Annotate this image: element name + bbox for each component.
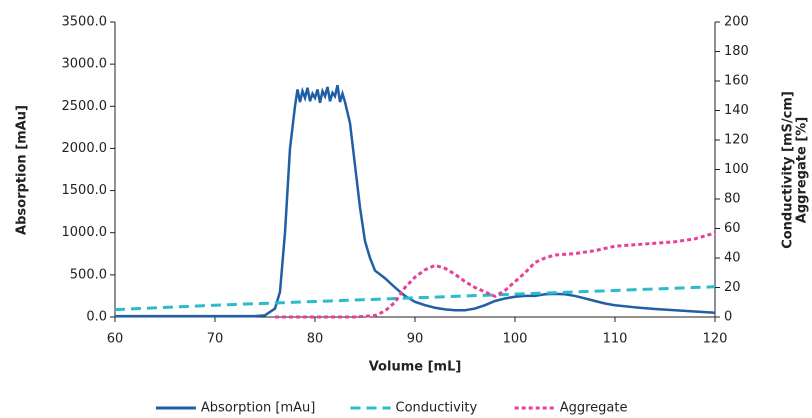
y-tick-label: 1500.0	[62, 183, 108, 198]
y-tick-label: 500.0	[70, 267, 107, 282]
legend-label: Aggregate	[560, 401, 628, 416]
y-tick-label: 1000.0	[62, 225, 108, 240]
x-tick-label: 80	[307, 332, 324, 347]
y-tick-label: 3500.0	[62, 15, 108, 30]
y2-tick-label: 0	[724, 310, 732, 325]
legend-label: Absorption [mAu]	[201, 401, 315, 416]
y-tick-label: 0.0	[86, 310, 107, 325]
x-tick-label: 100	[503, 332, 528, 347]
y2-tick-label: 120	[724, 133, 749, 148]
series-line	[115, 84, 716, 318]
y2-tick-label: 100	[724, 162, 749, 177]
y-axis-title: Absorption [mAu]	[15, 105, 30, 235]
x-tick-label: 90	[407, 332, 424, 347]
y2-tick-label: 20	[724, 280, 741, 295]
x-axis-title: Volume [mL]	[369, 360, 462, 375]
x-tick-label: 110	[603, 332, 628, 347]
y2-axis-title: Aggregate [%]	[795, 117, 810, 223]
x-tick-label: 60	[107, 332, 124, 347]
y-tick-label: 3000.0	[62, 57, 108, 72]
legend-label: Conductivity	[396, 401, 478, 416]
y2-tick-label: 160	[724, 74, 749, 89]
y2-tick-label: 60	[724, 221, 741, 236]
series-line	[114, 285, 716, 312]
y2-axis-title: Conductivity [mS/cm]	[781, 91, 796, 249]
y-tick-label: 2000.0	[62, 141, 108, 156]
series-line	[275, 231, 716, 319]
y2-tick-label: 40	[724, 251, 741, 266]
y2-tick-label: 200	[724, 15, 749, 30]
y2-tick-label: 140	[724, 103, 749, 118]
x-tick-label: 70	[207, 332, 224, 347]
y-tick-label: 2500.0	[62, 99, 108, 114]
y2-tick-label: 80	[724, 192, 741, 207]
y2-tick-label: 180	[724, 44, 749, 59]
x-tick-label: 120	[703, 332, 728, 347]
